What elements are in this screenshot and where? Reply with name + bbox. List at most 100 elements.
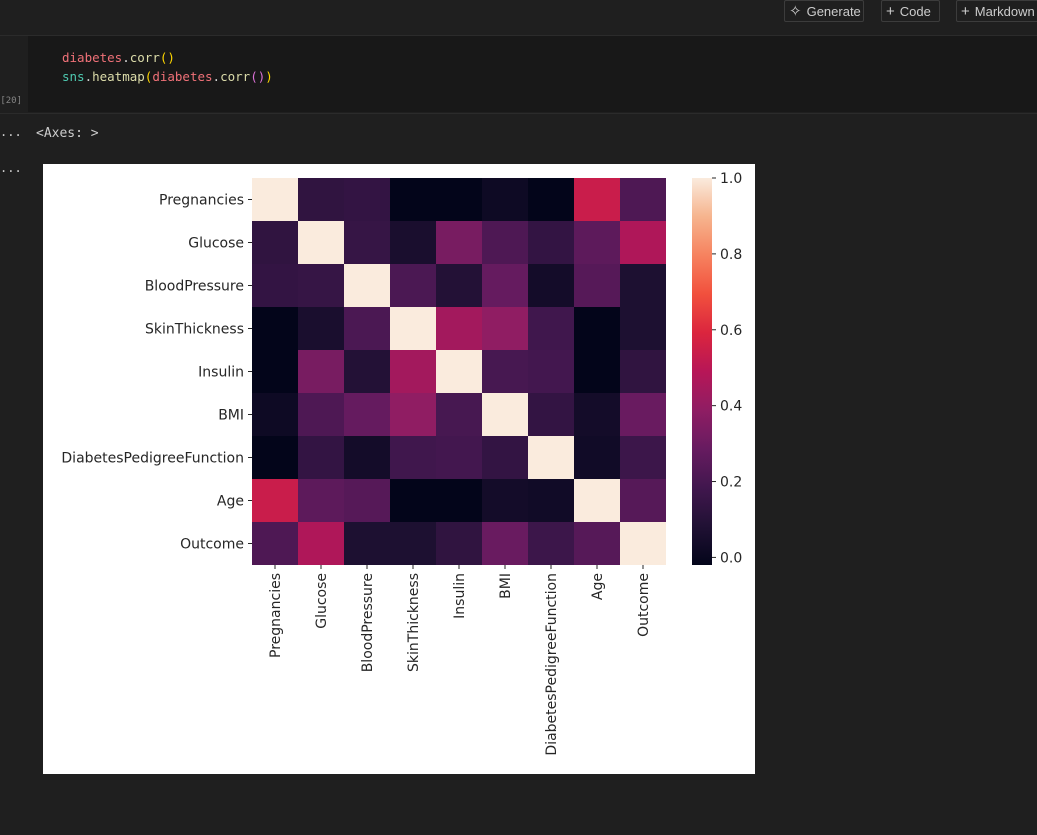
heatmap-cell [436, 221, 482, 264]
heatmap-cell [298, 479, 344, 522]
heatmap-cell [390, 307, 436, 350]
heatmap-cell [344, 307, 390, 350]
heatmap-cell [390, 221, 436, 264]
heatmap-cell [528, 350, 574, 393]
heatmap-cell [574, 264, 620, 307]
heatmap-cell [252, 264, 298, 307]
heatmap-cell [482, 479, 528, 522]
colorbar-tick-label: 0.0 [720, 550, 742, 566]
heatmap-cell [574, 307, 620, 350]
add-code-cell-button[interactable]: + Code [881, 0, 940, 22]
plus-icon: + [961, 2, 970, 20]
heatmap-cell [574, 221, 620, 264]
x-tick-label: DiabetesPedigreeFunction [544, 573, 560, 756]
code-line-2: sns.heatmap(diabetes.corr()) [62, 69, 273, 84]
heatmap-cell [298, 393, 344, 436]
output-toolbar-ellipsis[interactable]: ... [0, 125, 22, 139]
code-token-paren: ( [144, 69, 153, 84]
y-tick-label: SkinThickness [145, 322, 244, 338]
sparkle-icon: ✧ [789, 2, 802, 20]
colorbar [692, 178, 712, 565]
heatmap-figure: Pregnancies Glucose BloodPressure SkinThick… [43, 164, 755, 774]
heatmap-cell [298, 178, 344, 221]
heatmap-cell [620, 436, 666, 479]
heatmap-cell [252, 221, 298, 264]
heatmap-cell [390, 178, 436, 221]
code-token-dot: . [84, 69, 93, 84]
code-token-module: sns [62, 69, 85, 84]
add-markdown-cell-button[interactable]: + Markdown [956, 0, 1037, 22]
heatmap-cell [344, 264, 390, 307]
heatmap-cell [574, 522, 620, 565]
code-line-1: diabetes.corr() [62, 50, 175, 65]
heatmap-cell [620, 393, 666, 436]
heatmap-cell [344, 436, 390, 479]
heatmap-cell [482, 350, 528, 393]
code-token-paren: ) [265, 69, 273, 84]
y-tick-label: BloodPressure [145, 279, 244, 295]
y-tick-label: BMI [218, 408, 244, 424]
add-markdown-cell-label: Markdown [974, 3, 1035, 19]
heatmap-cell [482, 264, 528, 307]
generate-button[interactable]: ✧ Generate [784, 0, 864, 22]
code-token-dot: . [122, 50, 130, 65]
heatmap-cell [482, 307, 528, 350]
code-token-paren: () [250, 69, 266, 84]
heatmap-cell [482, 522, 528, 565]
heatmap-cell [298, 221, 344, 264]
colorbar-tick-label: 1.0 [720, 171, 742, 187]
cell-top-divider [0, 35, 1037, 36]
heatmap-cell [482, 393, 528, 436]
heatmap-cell [620, 522, 666, 565]
heatmap-cell [482, 221, 528, 264]
heatmap-cell [620, 479, 666, 522]
heatmap-cell [574, 393, 620, 436]
heatmap-cell [252, 479, 298, 522]
heatmap-cell [298, 264, 344, 307]
heatmap-cell [528, 479, 574, 522]
colorbar-tick-label: 0.4 [720, 399, 742, 415]
heatmap-cell [298, 436, 344, 479]
code-token-dot: . [212, 69, 221, 84]
heatmap-cell [252, 393, 298, 436]
x-tick-label: Pregnancies [268, 573, 284, 658]
heatmap-cell [436, 264, 482, 307]
heatmap-cell [390, 479, 436, 522]
code-token-var: diabetes [62, 50, 123, 65]
code-token-var: diabetes [152, 69, 213, 84]
heatmap-cell [436, 436, 482, 479]
code-cell-editor[interactable] [28, 36, 1037, 112]
heatmap-cell [390, 436, 436, 479]
heatmap-cell [574, 479, 620, 522]
heatmap-cell [482, 178, 528, 221]
code-token-fn: corr [129, 50, 160, 65]
output-text: <Axes: > [36, 126, 99, 141]
y-tick-label: DiabetesPedigreeFunction [61, 451, 244, 467]
heatmap-cell [436, 307, 482, 350]
y-tick-label: Age [217, 494, 244, 510]
output-toolbar-ellipsis[interactable]: ... [0, 161, 22, 175]
heatmap-cell [528, 178, 574, 221]
code-token-paren: ( [159, 50, 168, 65]
execution-count: [20] [0, 96, 22, 106]
heatmap-cell [620, 307, 666, 350]
heatmap-cell [298, 307, 344, 350]
heatmap-cell [620, 350, 666, 393]
heatmap-cell [574, 178, 620, 221]
heatmap-cell [252, 350, 298, 393]
heatmap-cell [344, 350, 390, 393]
heatmap-cell [436, 178, 482, 221]
heatmap-cell [436, 350, 482, 393]
heatmap-cell [344, 479, 390, 522]
heatmap-cell [436, 522, 482, 565]
heatmap-cell [528, 307, 574, 350]
x-tick-label: Outcome [636, 573, 652, 637]
code-content[interactable]: diabetes.corr() sns.heatmap(diabetes.cor… [62, 48, 273, 86]
x-tick-label: Insulin [452, 573, 468, 619]
cell-output-divider [0, 113, 1037, 114]
heatmap-cell [344, 221, 390, 264]
heatmap-cell [390, 522, 436, 565]
heatmap-cell [528, 221, 574, 264]
heatmap-cell [252, 178, 298, 221]
heatmap-cell [344, 393, 390, 436]
